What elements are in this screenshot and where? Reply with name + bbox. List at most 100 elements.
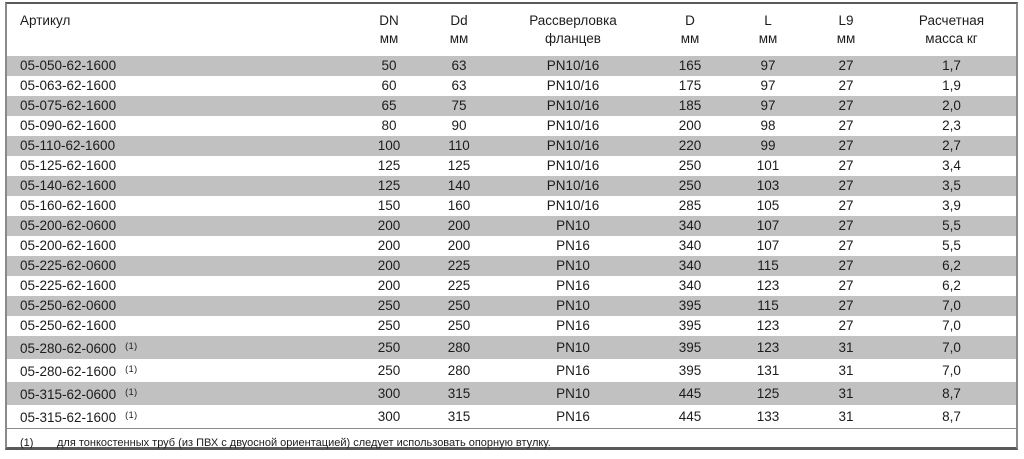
cell-d: 200 — [678, 118, 702, 133]
column-label: Расчетная — [918, 13, 985, 28]
cell-article: 05-200-62-1600 — [7, 236, 357, 256]
table-row: 05-200-62-1600 200 200 PN16 340 107 27 5,5 — [7, 236, 1016, 256]
column-label: Артикул — [20, 13, 71, 28]
cell-d: 250 — [678, 178, 702, 193]
article-code: 05-315-62-1600 — [20, 410, 117, 425]
cell-mass: 2,3 — [942, 118, 961, 133]
cell-article: 05-125-62-1600 — [7, 156, 357, 176]
table-row: 05-250-62-0600 250 250 PN10 395 115 27 7,0 — [7, 296, 1016, 316]
cell-d: 395 — [678, 298, 702, 313]
cell-dd: 110 — [448, 138, 470, 153]
cell-dn: 125 — [377, 178, 401, 193]
table-row: 05-280-62-1600 (1) 250 280 PN16 395 131 31 7,0 — [7, 359, 1016, 382]
cell-dn: 125 — [377, 158, 401, 173]
cell-article: 05-075-62-1600 — [7, 96, 357, 116]
column-header-d: D мм — [649, 4, 731, 56]
cell-mass: 8,7 — [942, 385, 961, 401]
table-row: 05-063-62-1600 60 63 PN10/16 175 97 27 1,9 — [7, 76, 1016, 96]
cell-dd: 200 — [447, 238, 471, 253]
cell-mass: 1,9 — [942, 78, 961, 93]
cell-dn: 80 — [381, 118, 397, 133]
cell-drilling: PN10/16 — [546, 118, 600, 133]
cell-mass: 7,0 — [942, 339, 961, 355]
cell-mass: 8,7 — [942, 408, 961, 424]
cell-dn: 50 — [381, 58, 397, 73]
cell-drilling: PN10/16 — [546, 98, 600, 113]
table-frame: Артикул DN мм Dd мм Рассверловка фланцев… — [5, 2, 1018, 450]
cell-l9: 27 — [838, 138, 854, 153]
cell-drilling: PN16 — [556, 238, 590, 253]
cell-dd: 315 — [447, 408, 471, 424]
article-code: 05-250-62-0600 — [20, 298, 117, 313]
column-label: L — [764, 13, 772, 28]
table-row: 05-090-62-1600 80 90 PN10/16 200 98 27 2,3 — [7, 116, 1016, 136]
cell-dn: 300 — [377, 385, 401, 401]
cell-l: 107 — [756, 238, 780, 253]
article-code: 05-125-62-1600 — [20, 158, 117, 173]
article-code: 05-090-62-1600 — [20, 118, 117, 133]
cell-d: 395 — [678, 362, 702, 378]
cell-mass: 3,4 — [942, 158, 961, 173]
article-code: 05-200-62-1600 — [20, 238, 117, 253]
cell-l9: 27 — [838, 118, 854, 133]
column-header-dn: DN мм — [357, 4, 421, 56]
cell-drilling: PN10/16 — [546, 138, 600, 153]
cell-dd: 63 — [451, 58, 467, 73]
article-code: 05-075-62-1600 — [20, 98, 117, 113]
cell-l: 131 — [756, 362, 780, 378]
table-row: 05-225-62-1600 200 225 PN16 340 123 27 6,2 — [7, 276, 1016, 296]
article-code: 05-200-62-0600 — [20, 218, 117, 233]
cell-drilling: PN10/16 — [546, 58, 600, 73]
cell-dd: 250 — [447, 298, 471, 313]
cell-l9: 27 — [838, 278, 854, 293]
cell-mass: 7,0 — [942, 298, 961, 313]
footnote-marker: (1) — [20, 437, 34, 449]
footnote-ref: (1) — [125, 341, 138, 351]
cell-d: 250 — [678, 158, 702, 173]
cell-dd: 125 — [447, 158, 471, 173]
cell-l: 133 — [756, 408, 780, 424]
cell-article: 05-160-62-1600 — [7, 196, 357, 216]
column-unit: мм — [758, 31, 778, 46]
cell-dn: 150 — [377, 198, 401, 213]
footnote-text: для тонкостенных труб (из ПВХ с двуосной… — [57, 437, 551, 449]
cell-l9: 27 — [838, 78, 854, 93]
article-code: 05-140-62-1600 — [20, 178, 117, 193]
cell-drilling: PN10 — [556, 339, 590, 355]
cell-drilling: PN10/16 — [546, 178, 600, 193]
article-code: 05-050-62-1600 — [20, 58, 117, 73]
cell-dd: 75 — [451, 98, 467, 113]
table-row: 05-200-62-0600 200 200 PN10 340 107 27 5,5 — [7, 216, 1016, 236]
cell-dd: 315 — [447, 385, 471, 401]
footnote-ref: (1) — [125, 410, 138, 420]
footnote: (1) для тонкостенных труб (из ПВХ с двуос… — [7, 428, 1016, 459]
column-header-dd: Dd мм — [421, 4, 497, 56]
cell-dd: 250 — [447, 318, 471, 333]
column-label: DN — [379, 13, 399, 28]
cell-article: 05-315-62-0600 (1) — [7, 382, 357, 405]
cell-drilling: PN10/16 — [546, 78, 600, 93]
cell-drilling: PN10 — [556, 298, 590, 313]
cell-dn: 200 — [377, 218, 401, 233]
cell-l9: 27 — [838, 258, 854, 273]
cell-dn: 200 — [377, 258, 401, 273]
cell-l9: 27 — [838, 178, 854, 193]
cell-drilling: PN16 — [556, 318, 590, 333]
cell-article: 05-280-62-1600 (1) — [7, 359, 357, 382]
cell-dd: 280 — [447, 362, 471, 378]
cell-mass: 3,9 — [942, 198, 961, 213]
cell-l9: 27 — [838, 98, 854, 113]
article-code: 05-063-62-1600 — [20, 78, 117, 93]
cell-d: 185 — [678, 98, 702, 113]
article-code: 05-160-62-1600 — [20, 198, 117, 213]
footnote-ref: (1) — [125, 387, 138, 397]
cell-dn: 250 — [377, 298, 401, 313]
cell-l9: 27 — [838, 238, 854, 253]
cell-drilling: PN16 — [556, 408, 590, 424]
column-header-l9: L9 мм — [805, 4, 887, 56]
cell-l: 107 — [756, 218, 780, 233]
table-body: 05-050-62-1600 50 63 PN10/16 165 97 27 1,7 05-06… — [7, 56, 1016, 428]
table-row: 05-125-62-1600 125 125 PN10/16 250 101 27 3,4 — [7, 156, 1016, 176]
cell-dn: 250 — [377, 318, 401, 333]
cell-mass: 7,0 — [942, 362, 961, 378]
